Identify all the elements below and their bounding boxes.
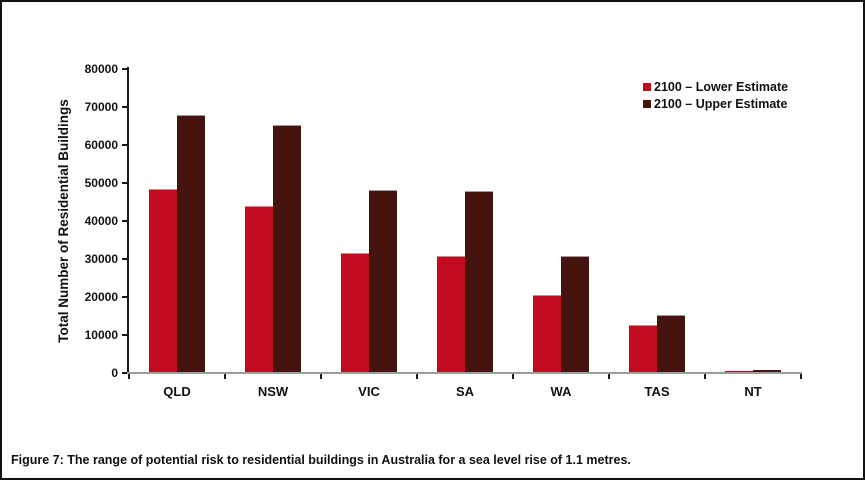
x-axis-line bbox=[127, 372, 802, 374]
y-tick-label: 30000 bbox=[84, 252, 118, 266]
figure-number: Figure 7: bbox=[11, 453, 64, 467]
x-axis-tick bbox=[128, 374, 130, 379]
y-tick-label: 20000 bbox=[84, 290, 118, 304]
legend-swatch-upper bbox=[643, 99, 651, 108]
bar-qld-lower bbox=[149, 188, 177, 372]
x-label-qld: QLD bbox=[163, 384, 191, 399]
bar-nsw-upper bbox=[273, 124, 301, 372]
y-axis-tick bbox=[122, 258, 127, 260]
x-label-nsw: NSW bbox=[257, 384, 289, 399]
bar-vic-lower bbox=[341, 252, 369, 372]
x-axis-tick bbox=[800, 374, 802, 379]
y-axis-tick bbox=[122, 144, 127, 146]
caption-text: The range of potential risk to residenti… bbox=[67, 453, 631, 467]
legend-swatch-lower bbox=[643, 82, 651, 91]
bar-sa-upper bbox=[465, 190, 493, 372]
x-axis-tick bbox=[608, 374, 610, 379]
y-tick-label: 40000 bbox=[84, 214, 118, 228]
bar-wa-lower bbox=[533, 295, 561, 372]
bar-wa-upper bbox=[561, 256, 589, 372]
y-tick-label: 0 bbox=[111, 366, 118, 380]
x-axis-tick bbox=[512, 374, 514, 379]
bar-nt-lower bbox=[725, 371, 753, 372]
legend-item-upper: 2100 – Upper Estimate bbox=[643, 95, 788, 112]
x-label-tas: TAS bbox=[644, 384, 670, 399]
x-label-nt: NT bbox=[744, 384, 762, 399]
x-axis-tick bbox=[224, 374, 226, 379]
bar-qld-upper bbox=[177, 115, 205, 372]
x-axis-tick bbox=[416, 374, 418, 379]
x-label-wa: WA bbox=[550, 384, 572, 399]
bar-chart: Total Number of Residential Buildings 21… bbox=[2, 2, 863, 442]
y-axis-tick bbox=[122, 220, 127, 222]
y-tick-label: 10000 bbox=[84, 328, 118, 342]
legend-item-lower: 2100 – Lower Estimate bbox=[643, 78, 788, 95]
y-axis-tick bbox=[122, 106, 127, 108]
y-axis-tick bbox=[122, 68, 127, 70]
bar-sa-lower bbox=[437, 255, 465, 372]
x-label-sa: SA bbox=[455, 384, 475, 399]
y-axis-line bbox=[127, 67, 129, 374]
y-axis-tick bbox=[122, 334, 127, 336]
x-label-vic: VIC bbox=[358, 384, 380, 399]
y-axis-tick bbox=[122, 372, 127, 374]
bar-vic-upper bbox=[369, 189, 397, 372]
bar-nsw-lower bbox=[245, 205, 273, 372]
y-tick-label: 60000 bbox=[84, 138, 118, 152]
bar-tas-lower bbox=[629, 324, 657, 372]
x-axis-tick bbox=[704, 374, 706, 379]
bar-nt-upper bbox=[753, 370, 781, 372]
x-axis-tick bbox=[320, 374, 322, 379]
legend-label-lower: 2100 – Lower Estimate bbox=[654, 79, 789, 94]
figure-caption: Figure 7: The range of potential risk to… bbox=[11, 453, 631, 467]
y-tick-label: 70000 bbox=[84, 100, 118, 114]
y-tick-label: 50000 bbox=[84, 176, 118, 190]
y-tick-label: 80000 bbox=[84, 62, 118, 76]
legend-label-upper: 2100 – Upper Estimate bbox=[654, 96, 788, 111]
y-axis-tick bbox=[122, 296, 127, 298]
legend: 2100 – Lower Estimate 2100 – Upper Estima… bbox=[643, 78, 788, 112]
bar-tas-upper bbox=[657, 315, 685, 372]
y-axis-tick bbox=[122, 182, 127, 184]
